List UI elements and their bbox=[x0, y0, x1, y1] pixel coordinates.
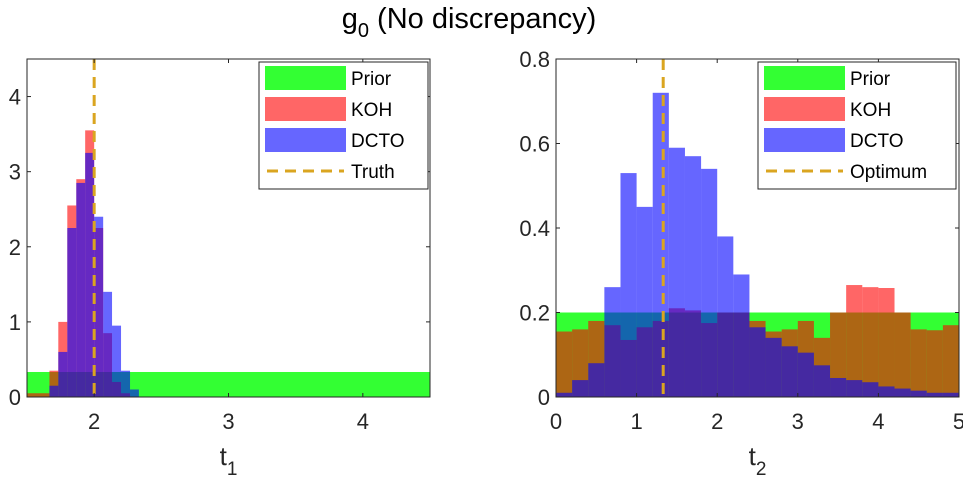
legend-label: KOH bbox=[850, 100, 891, 121]
legend-label: Prior bbox=[351, 69, 392, 90]
bar-dcto-0 bbox=[556, 392, 573, 397]
legend-label: Optimum bbox=[850, 162, 927, 183]
bar-koh-18 bbox=[846, 285, 863, 397]
x-axis-label: t2 bbox=[749, 441, 767, 480]
bar-koh-22 bbox=[910, 329, 927, 397]
legend-swatch-prior bbox=[265, 66, 346, 90]
bar-koh-0 bbox=[556, 331, 573, 397]
bar-dcto-7 bbox=[112, 325, 122, 397]
x-axis-label: t1 bbox=[220, 441, 238, 480]
bar-dcto-24 bbox=[942, 392, 959, 397]
bar-dcto-9 bbox=[130, 389, 139, 397]
figure-title-subscript: 0 bbox=[358, 20, 369, 42]
bar-dcto-14 bbox=[781, 346, 798, 397]
bar-dcto-7 bbox=[668, 147, 685, 397]
legend-label: DCTO bbox=[850, 131, 903, 152]
bar-dcto-4 bbox=[85, 152, 95, 397]
bar-koh-0 bbox=[27, 393, 50, 397]
x-tick-label: 3 bbox=[792, 409, 804, 434]
bar-dcto-0 bbox=[49, 385, 59, 397]
x-tick-label: 4 bbox=[357, 409, 369, 434]
bar-dcto-13 bbox=[765, 337, 782, 397]
bar-dcto-21 bbox=[894, 388, 911, 397]
bar-dcto-4 bbox=[620, 173, 637, 397]
figure-title-main: g bbox=[342, 3, 358, 35]
bar-koh-1 bbox=[49, 370, 59, 397]
bar-koh-23 bbox=[926, 330, 943, 397]
y-tick-label: 2 bbox=[9, 235, 21, 260]
bar-koh-21 bbox=[894, 312, 911, 397]
y-tick-label: 1 bbox=[9, 310, 21, 335]
legend-swatch-koh bbox=[764, 97, 845, 121]
legend-label: Prior bbox=[850, 69, 891, 90]
legend-swatch-prior bbox=[764, 66, 845, 90]
legend: Prior KOH DCTO Truth bbox=[258, 61, 429, 190]
bar-dcto-11 bbox=[733, 274, 750, 397]
bar-dcto-8 bbox=[684, 156, 702, 397]
x-axis-label-subscript: 2 bbox=[756, 459, 767, 480]
y-tick-label: 0.8 bbox=[519, 47, 550, 72]
y-tick-label: 4 bbox=[9, 85, 21, 110]
bar-dcto-2 bbox=[588, 363, 605, 397]
bar-koh-17 bbox=[830, 312, 847, 397]
bar-dcto-5 bbox=[636, 206, 653, 398]
y-tick-label: 0.2 bbox=[519, 301, 550, 326]
x-axis-label-main: t bbox=[749, 441, 757, 471]
bar-dcto-1 bbox=[572, 380, 589, 397]
bar-dcto-6 bbox=[103, 291, 113, 397]
bar-koh-24 bbox=[942, 325, 959, 397]
series-dcto bbox=[556, 92, 959, 398]
bar-dcto-17 bbox=[830, 377, 847, 397]
bar-dcto-19 bbox=[862, 382, 879, 397]
x-tick-label: 2 bbox=[88, 409, 100, 434]
legend-label: Truth bbox=[351, 162, 395, 183]
y-tick-label: 0.6 bbox=[519, 132, 550, 157]
bar-dcto-3 bbox=[604, 287, 621, 397]
bar-dcto-8 bbox=[121, 370, 131, 397]
x-tick-label: 4 bbox=[872, 409, 884, 434]
bar-dcto-20 bbox=[878, 386, 895, 397]
bar-dcto-9 bbox=[701, 168, 718, 397]
bar-dcto-18 bbox=[846, 380, 863, 397]
bar-dcto-22 bbox=[910, 390, 927, 397]
y-tick-label: 3 bbox=[9, 160, 21, 185]
x-tick-label: 1 bbox=[630, 409, 642, 434]
bar-dcto-1 bbox=[58, 351, 68, 397]
x-tick-label: 3 bbox=[222, 409, 234, 434]
x-axis-label-subscript: 1 bbox=[227, 459, 238, 480]
bar-koh-20 bbox=[878, 288, 895, 397]
figure-title-rest: (No discrepancy) bbox=[369, 3, 596, 35]
y-tick-label: 0 bbox=[9, 385, 21, 410]
y-tick-label: 0 bbox=[538, 385, 550, 410]
y-tick-label: 0.4 bbox=[519, 216, 550, 241]
bar-dcto-23 bbox=[926, 392, 943, 397]
legend-label: KOH bbox=[351, 100, 392, 121]
series-dcto bbox=[49, 152, 139, 397]
bar-dcto-5 bbox=[94, 216, 104, 397]
legend-swatch-dcto bbox=[764, 128, 845, 152]
legend: Prior KOH DCTO Optimum bbox=[757, 61, 957, 190]
bar-koh-19 bbox=[862, 287, 879, 397]
bar-dcto-12 bbox=[749, 327, 766, 397]
legend-swatch-dcto bbox=[265, 128, 346, 152]
bar-dcto-2 bbox=[67, 228, 77, 397]
x-tick-label: 5 bbox=[953, 409, 963, 434]
x-tick-label: 0 bbox=[550, 409, 562, 434]
bar-dcto-16 bbox=[813, 365, 831, 397]
figure-title: g0 (No discrepancy) bbox=[342, 3, 597, 42]
bar-dcto-6 bbox=[652, 92, 669, 398]
bar-dcto-10 bbox=[717, 236, 734, 397]
bar-dcto-3 bbox=[76, 182, 86, 397]
legend-swatch-koh bbox=[265, 97, 346, 121]
x-tick-label: 2 bbox=[711, 409, 723, 434]
x-axis-label-main: t bbox=[220, 441, 228, 471]
bar-dcto-15 bbox=[797, 352, 814, 397]
legend-label: DCTO bbox=[351, 131, 404, 152]
